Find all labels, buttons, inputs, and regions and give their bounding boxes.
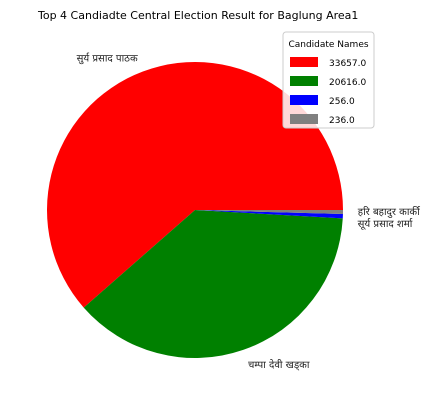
slice-label-2: चम्पा देवी खड्का [248, 359, 310, 371]
legend-swatch-3 [290, 95, 318, 105]
slice-label-4: हरि बहादुर कार्की [358, 206, 420, 218]
legend-label-4: 236.0 [329, 116, 355, 126]
legend-swatch-1 [290, 57, 318, 67]
legend-label-1: 33657.0 [329, 59, 366, 69]
legend: Candidate Names 33657.0 20616.0 256.0 236.0 [283, 32, 374, 128]
chart-title: Top 4 Candiadte Central Election Result … [37, 9, 358, 22]
legend-title: Candidate Names [288, 40, 368, 50]
legend-swatch-2 [290, 76, 318, 86]
slice-label-3: सूर्य प्रसाद शर्मा [358, 218, 414, 230]
legend-label-3: 256.0 [329, 97, 355, 107]
legend-label-2: 20616.0 [329, 78, 366, 88]
slice-label-1: सुर्य प्रसाद पाठक [77, 53, 138, 65]
legend-swatch-4 [290, 114, 318, 124]
